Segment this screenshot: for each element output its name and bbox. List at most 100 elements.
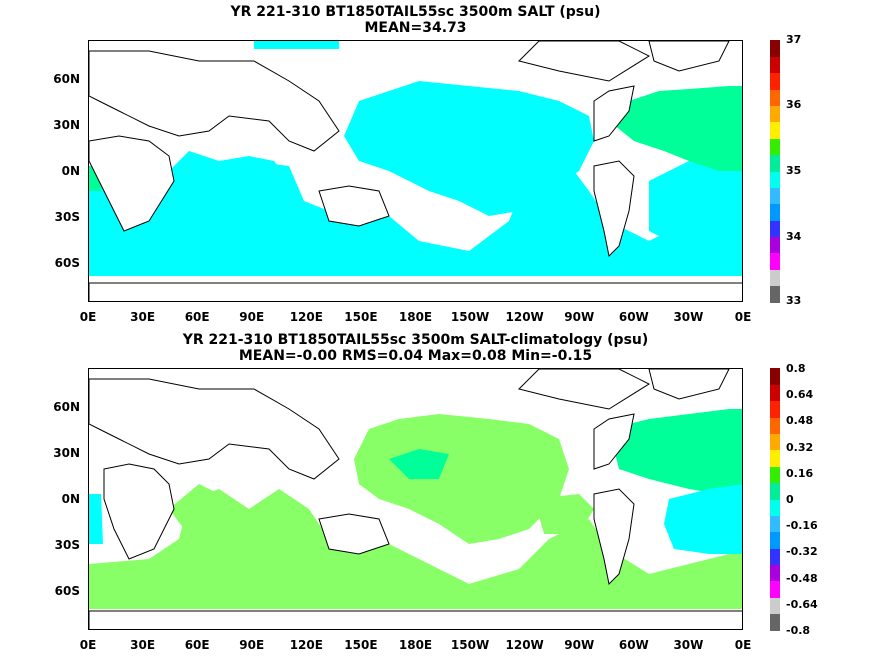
panel2-title-line2: MEAN=-0.00 RMS=0.04 Max=0.08 Min=-0.15	[238, 348, 593, 364]
colorbar-segment	[770, 580, 780, 598]
panel1-colorbar-tick: 36	[786, 98, 802, 111]
panel2-lat-label: 60N	[53, 400, 80, 414]
lon-label: 30W	[673, 310, 704, 324]
lon-label: 60W	[618, 638, 649, 652]
panel2-colorbar-tick: 0.16	[786, 466, 814, 480]
colorbar-segment	[770, 548, 780, 565]
lon-label: 120W	[505, 638, 544, 652]
lon-label: 180E	[398, 310, 433, 324]
panel1-map-svg	[89, 41, 742, 301]
lon-label: 0E	[79, 310, 97, 324]
lon-label: 60E	[184, 638, 210, 652]
colorbar-segment	[770, 236, 780, 254]
lon-label: 30E	[130, 310, 156, 324]
lon-label: 150E	[344, 638, 378, 652]
colorbar-segment	[770, 368, 780, 385]
lon-label: 150E	[344, 310, 378, 324]
panel1-title-line2: MEAN=34.73	[364, 20, 467, 36]
colorbar-segment	[770, 138, 780, 156]
panel2-title-line1: YR 221-310 BT1850TAIL55sc 3500m SALT-cli…	[182, 332, 649, 348]
panel2-colorbar-tick: -0.16	[786, 519, 818, 533]
panel1-lat-label: 30S	[54, 210, 80, 224]
colorbar-segment	[770, 269, 780, 287]
colorbar-segment	[770, 433, 780, 451]
panel1-colorbar-tick: 37	[786, 33, 802, 46]
panel1-title-line1: YR 221-310 BT1850TAIL55sc 3500m SALT (ps…	[230, 4, 601, 20]
colorbar-segment	[770, 89, 780, 106]
panel2-lat-label: 30S	[54, 538, 80, 552]
panel2-colorbar-tick: -0.64	[786, 597, 818, 611]
panel2-colorbar-tick: -0.32	[786, 545, 818, 559]
lon-label: 90E	[239, 310, 265, 324]
colorbar-segment	[770, 400, 780, 418]
panel2-colorbar-tick: -0.48	[786, 571, 818, 585]
colorbar-segment	[770, 40, 780, 57]
panel2-colorbar-tick: 0.48	[786, 414, 814, 428]
colorbar-segment	[770, 285, 780, 303]
panel2-land	[89, 369, 742, 629]
panel2-map	[88, 368, 743, 630]
colorbar-segment	[770, 121, 780, 139]
panel2-lat-label: 30N	[53, 446, 80, 460]
colorbar-segment	[770, 154, 780, 172]
colorbar-segment	[770, 56, 780, 74]
lon-label: 90W	[564, 310, 595, 324]
colorbar-segment	[770, 449, 780, 467]
lon-label: 90W	[564, 638, 595, 652]
colorbar-segment	[770, 220, 780, 237]
lon-label: 0E	[79, 638, 97, 652]
panel1-colorbar-tick: 34	[786, 230, 802, 243]
lon-label: 150W	[450, 310, 490, 324]
panel1-colorbar	[770, 40, 780, 303]
panel2-ocean-fill	[89, 414, 742, 609]
panel2-lat-label: 60S	[54, 584, 80, 598]
lon-label: 0E	[734, 638, 752, 652]
colorbar-segment	[770, 384, 780, 402]
lon-label: 120E	[289, 310, 323, 324]
colorbar-segment	[770, 171, 780, 188]
colorbar-segment	[770, 417, 780, 434]
colorbar-segment	[770, 203, 780, 221]
panel1-lat-label: 30N	[53, 118, 80, 132]
colorbar-segment	[770, 613, 780, 631]
colorbar-segment	[770, 72, 780, 90]
colorbar-segment	[770, 482, 780, 500]
lon-label: 90E	[239, 638, 265, 652]
panel2-colorbar-tick: 0	[786, 493, 794, 506]
colorbar-segment	[770, 515, 780, 533]
panel1-lat-label: 60S	[54, 256, 80, 270]
panel2-colorbar-tick: -0.8	[786, 624, 811, 637]
colorbar-segment	[770, 531, 780, 549]
panel2-colorbar	[770, 368, 780, 631]
colorbar-segment	[770, 105, 780, 123]
colorbar-segment	[770, 466, 780, 484]
colorbar-segment	[770, 597, 780, 615]
panel2-strong-negative-fill	[89, 484, 742, 554]
colorbar-segment	[770, 187, 780, 205]
lon-label: 120E	[289, 638, 323, 652]
lon-label: 30W	[673, 638, 704, 652]
panel2-lat-label: 0N	[61, 492, 80, 506]
panel1-colorbar-tick: 33	[786, 294, 802, 307]
panel1-colorbar-tick: 35	[786, 164, 802, 177]
panel1-lat-label: 60N	[53, 72, 80, 86]
lon-label: 0E	[734, 310, 752, 324]
panel2-colorbar-tick: 0.32	[786, 440, 814, 454]
panel2-colorbar-tick: 0.64	[786, 388, 814, 402]
colorbar-segment	[770, 564, 780, 582]
lon-label: 150W	[450, 638, 490, 652]
panel2-negative-fill	[389, 409, 742, 499]
lon-label: 120W	[505, 310, 544, 324]
lon-label: 180E	[398, 638, 433, 652]
lon-label: 60W	[618, 310, 649, 324]
panel1-map	[88, 40, 743, 302]
panel1-land	[89, 41, 742, 301]
panel1-lat-label: 0N	[61, 164, 80, 178]
panel2-colorbar-tick: 0.8	[786, 362, 806, 375]
lon-label: 30E	[130, 638, 156, 652]
panel2-map-svg	[89, 369, 742, 629]
colorbar-segment	[770, 252, 780, 270]
panel1-ocean-fill	[89, 41, 742, 276]
colorbar-segment	[770, 499, 780, 516]
lon-label: 60E	[184, 310, 210, 324]
